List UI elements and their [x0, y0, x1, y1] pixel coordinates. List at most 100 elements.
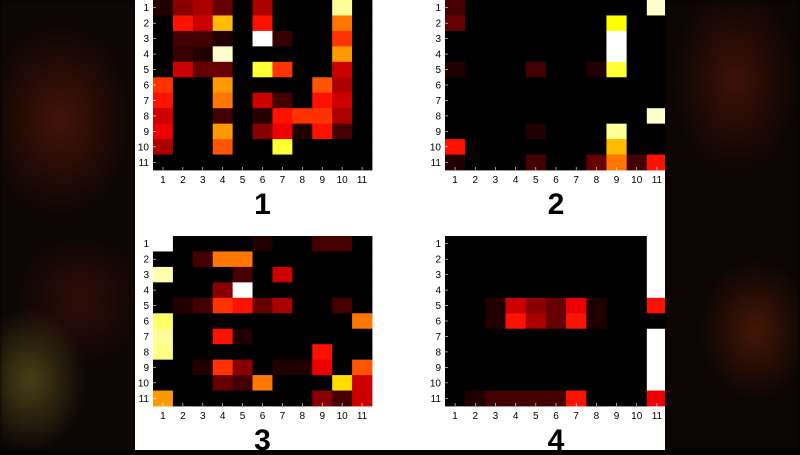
heatmap-cell: [606, 77, 628, 94]
heatmap-cell: [292, 359, 313, 376]
heatmap-cell: [212, 297, 234, 314]
x-tick-label: 10: [337, 411, 349, 422]
heatmap-cell: [606, 61, 628, 78]
heatmap-cell: [252, 344, 273, 361]
heatmap-cell: [525, 359, 547, 376]
subplot-label: 4: [548, 424, 565, 450]
heatmap-cell: [505, 139, 527, 155]
heatmap-cell: [292, 154, 313, 171]
heatmap-cell: [352, 236, 373, 252]
heatmap-cell: [153, 154, 174, 171]
heatmap-cell: [606, 139, 628, 155]
heatmap-cell: [332, 154, 353, 171]
heatmap-cell: [586, 282, 607, 299]
heatmap-cell: [192, 139, 214, 155]
y-tick-label: 8: [143, 111, 149, 122]
heatmap-cell: [252, 92, 273, 109]
heatmap-cell: [172, 297, 194, 314]
heatmap-cell: [172, 375, 194, 391]
heatmap-cell: [505, 313, 527, 330]
heatmap-cell: [172, 139, 194, 155]
x-tick-label: 10: [631, 175, 643, 186]
heatmap-cell: [445, 0, 466, 16]
heatmap-cell: [292, 92, 313, 109]
heatmap-cell: [172, 0, 194, 16]
heatmap-cell: [545, 77, 567, 94]
heatmap-cell: [172, 123, 194, 140]
heatmap-cell: [646, 375, 668, 391]
heatmap-cell: [352, 61, 373, 78]
heatmap-cell: [252, 46, 273, 63]
heatmap-cell: [606, 328, 628, 345]
heatmap-cell: [192, 390, 214, 407]
x-tick-label: 8: [300, 175, 306, 186]
heatmap-cell: [192, 0, 214, 16]
heatmap-cell: [352, 139, 373, 155]
x-tick-label: 2: [472, 175, 478, 186]
heatmap-cell: [586, 108, 607, 125]
heatmap-cell: [332, 139, 353, 155]
heatmap-cell: [525, 30, 547, 47]
heatmap-cell: [332, 251, 353, 268]
heatmap-cell: [192, 77, 214, 94]
heatmap-cell: [153, 0, 174, 16]
heatmap-cell: [252, 77, 273, 94]
heatmap-cell: [465, 359, 486, 376]
heatmap-cell: [465, 15, 486, 32]
heatmap-cell: [192, 375, 214, 391]
heatmap-cell: [212, 375, 234, 391]
heatmap-cell: [485, 313, 506, 330]
x-tick-label: 11: [357, 175, 368, 186]
x-tick-label: 7: [573, 175, 579, 186]
heatmap-cell: [566, 251, 587, 268]
heatmap-cell: [192, 344, 214, 361]
y-tick-label: 5: [435, 301, 441, 312]
heatmap-cell: [465, 154, 486, 171]
heatmap-cell: [545, 15, 567, 32]
heatmap-cell: [525, 108, 547, 125]
heatmap-cell: [332, 46, 353, 63]
heatmap-cell: [626, 375, 648, 391]
heatmap-cell: [566, 92, 587, 109]
heatmap-cell: [626, 154, 648, 171]
heatmap-cell: [606, 108, 628, 125]
heatmap-cell: [272, 313, 293, 330]
heatmap-cell: [545, 108, 567, 125]
y-tick-label: 2: [143, 19, 149, 30]
heatmap-cell: [352, 15, 373, 32]
heatmap-cell: [212, 282, 234, 299]
heatmap-cell: [465, 282, 486, 299]
heatmap-cell: [172, 61, 194, 78]
heatmap-cell: [312, 236, 333, 252]
heatmap-cell: [312, 344, 333, 361]
y-tick-label: 7: [435, 332, 441, 343]
heatmap-cell: [606, 375, 628, 391]
heatmap-cell: [172, 313, 194, 330]
heatmap-cell: [192, 92, 214, 109]
heatmap-cell: [332, 0, 353, 16]
heatmap-cell: [192, 282, 214, 299]
x-tick-label: 9: [319, 175, 325, 186]
heatmap-cell: [505, 251, 527, 268]
y-tick-label: 10: [430, 378, 442, 389]
heatmap-cell: [485, 77, 506, 94]
heatmap-cell: [606, 344, 628, 361]
heatmap-cell: [646, 282, 668, 299]
heatmap-cell: [465, 344, 486, 361]
heatmap-cell: [292, 282, 313, 299]
y-tick-label: 7: [435, 96, 441, 107]
heatmap-cell: [586, 266, 607, 283]
heatmap-cell: [465, 313, 486, 330]
heatmap-cell: [485, 123, 506, 140]
heatmap-cell: [545, 46, 567, 63]
x-tick-label: 2: [472, 411, 478, 422]
heatmap-cell: [252, 375, 273, 391]
heatmap-cell: [292, 313, 313, 330]
x-tick-label: 10: [337, 175, 349, 186]
heatmap-cell: [172, 251, 194, 268]
heatmap-cell: [445, 30, 466, 47]
heatmap-cell: [525, 282, 547, 299]
heatmap-cell: [525, 344, 547, 361]
heatmap-cell: [606, 123, 628, 140]
heatmap-cell: [626, 139, 648, 155]
